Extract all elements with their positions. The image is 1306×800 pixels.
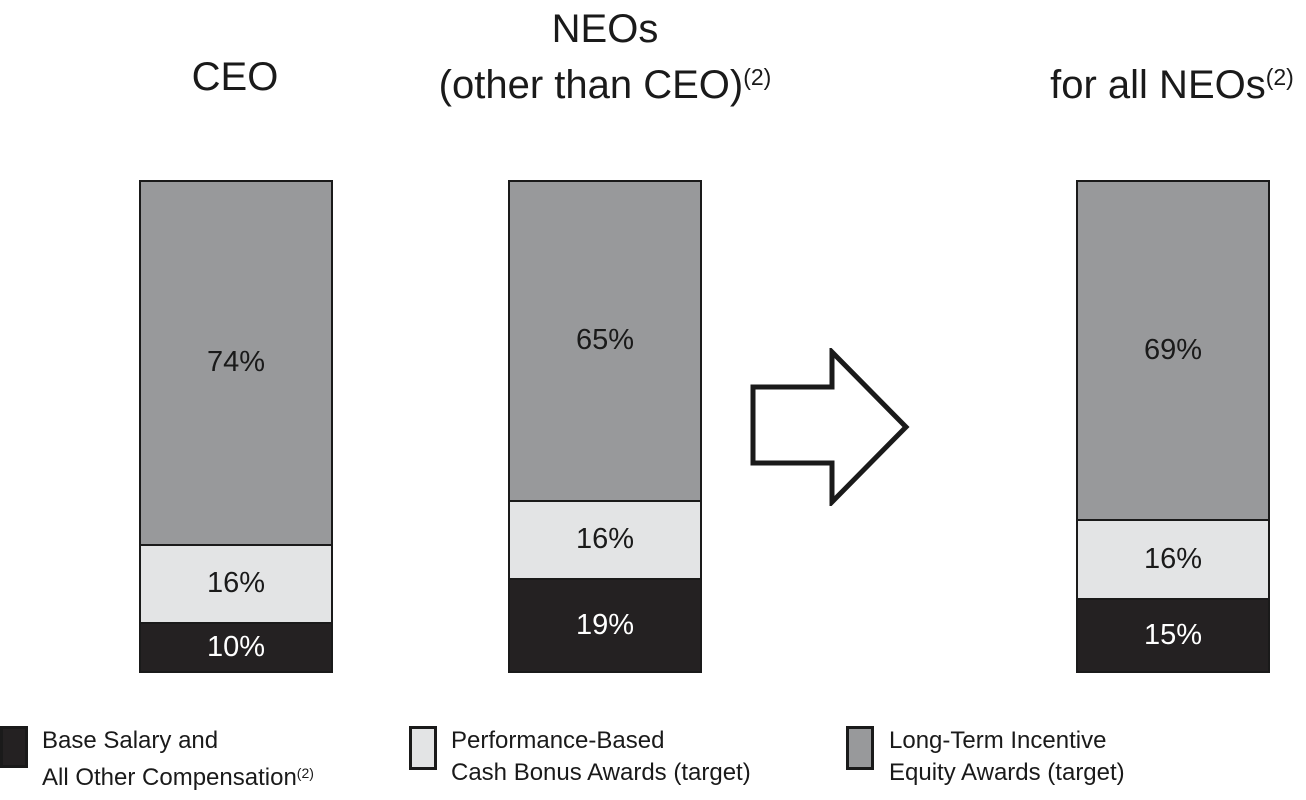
legend-swatch-base-salary <box>0 726 28 768</box>
column-title-neos-line2: (other than CEO) <box>438 63 744 107</box>
segment-value-label: 15% <box>1143 618 1203 651</box>
legend-line: Long-Term Incentive <box>889 727 1107 754</box>
footnote-superscript: (2) <box>296 765 314 781</box>
legend-swatch-lti <box>846 726 874 770</box>
legend-label-lti: Long-Term Incentive Equity Awards (targe… <box>889 725 1125 789</box>
column-title-all-text: for all NEOs <box>1050 63 1266 107</box>
footnote-superscript: (2) <box>743 64 772 90</box>
bar-segment-base-salary: 19% <box>510 578 700 671</box>
segment-value-label: 16% <box>575 523 635 556</box>
column-title-neos-line1: NEOs <box>551 7 659 51</box>
column-title-ceo: CEO <box>85 53 385 101</box>
legend-line: Cash Bonus Awards (target) <box>451 759 751 786</box>
legend-line: All Other Compensation <box>42 764 297 791</box>
bar-segment-cash-bonus: 16% <box>1078 519 1268 598</box>
segment-value-label: 16% <box>206 567 266 600</box>
legend-line: Equity Awards (target) <box>889 759 1125 786</box>
right-block-arrow-icon <box>750 345 910 509</box>
legend-line: Base Salary and <box>42 727 219 754</box>
footnote-superscript: (2) <box>1265 64 1294 90</box>
legend-line: Performance-Based <box>451 727 665 754</box>
segment-value-label: 69% <box>1143 334 1203 367</box>
segment-value-label: 10% <box>206 631 266 664</box>
right-block-arrow-shape <box>750 345 910 509</box>
bar-segment-lti: 65% <box>510 182 700 500</box>
legend-label-cash-bonus: Performance-Based Cash Bonus Awards (tar… <box>451 725 751 789</box>
stacked-bar-all-neos: 69% 16% 15% <box>1076 180 1270 673</box>
segment-value-label: 19% <box>575 609 635 642</box>
bar-segment-lti: 69% <box>1078 182 1268 520</box>
column-title-ceo-text: CEO <box>191 55 279 99</box>
column-title-neos-other-than-ceo: NEOs (other than CEO)(2) <box>425 5 785 109</box>
column-title-for-all-neos: for all NEOs(2) <box>1022 53 1306 109</box>
bar-segment-lti: 74% <box>141 182 331 544</box>
bar-segment-base-salary: 15% <box>1078 597 1268 671</box>
bar-segment-cash-bonus: 16% <box>141 543 331 623</box>
stacked-bar-neos-other-than-ceo: 65% 16% 19% <box>508 180 702 673</box>
legend-label-base-salary: Base Salary and All Other Compensation(2… <box>42 725 314 794</box>
bar-segment-cash-bonus: 16% <box>510 499 700 579</box>
segment-value-label: 74% <box>206 346 266 379</box>
stacked-bar-ceo: 74% 16% 10% <box>139 180 333 673</box>
segment-value-label: 65% <box>575 324 635 357</box>
bar-segment-base-salary: 10% <box>141 622 331 671</box>
legend-swatch-cash-bonus <box>409 726 437 770</box>
segment-value-label: 16% <box>1143 543 1203 576</box>
